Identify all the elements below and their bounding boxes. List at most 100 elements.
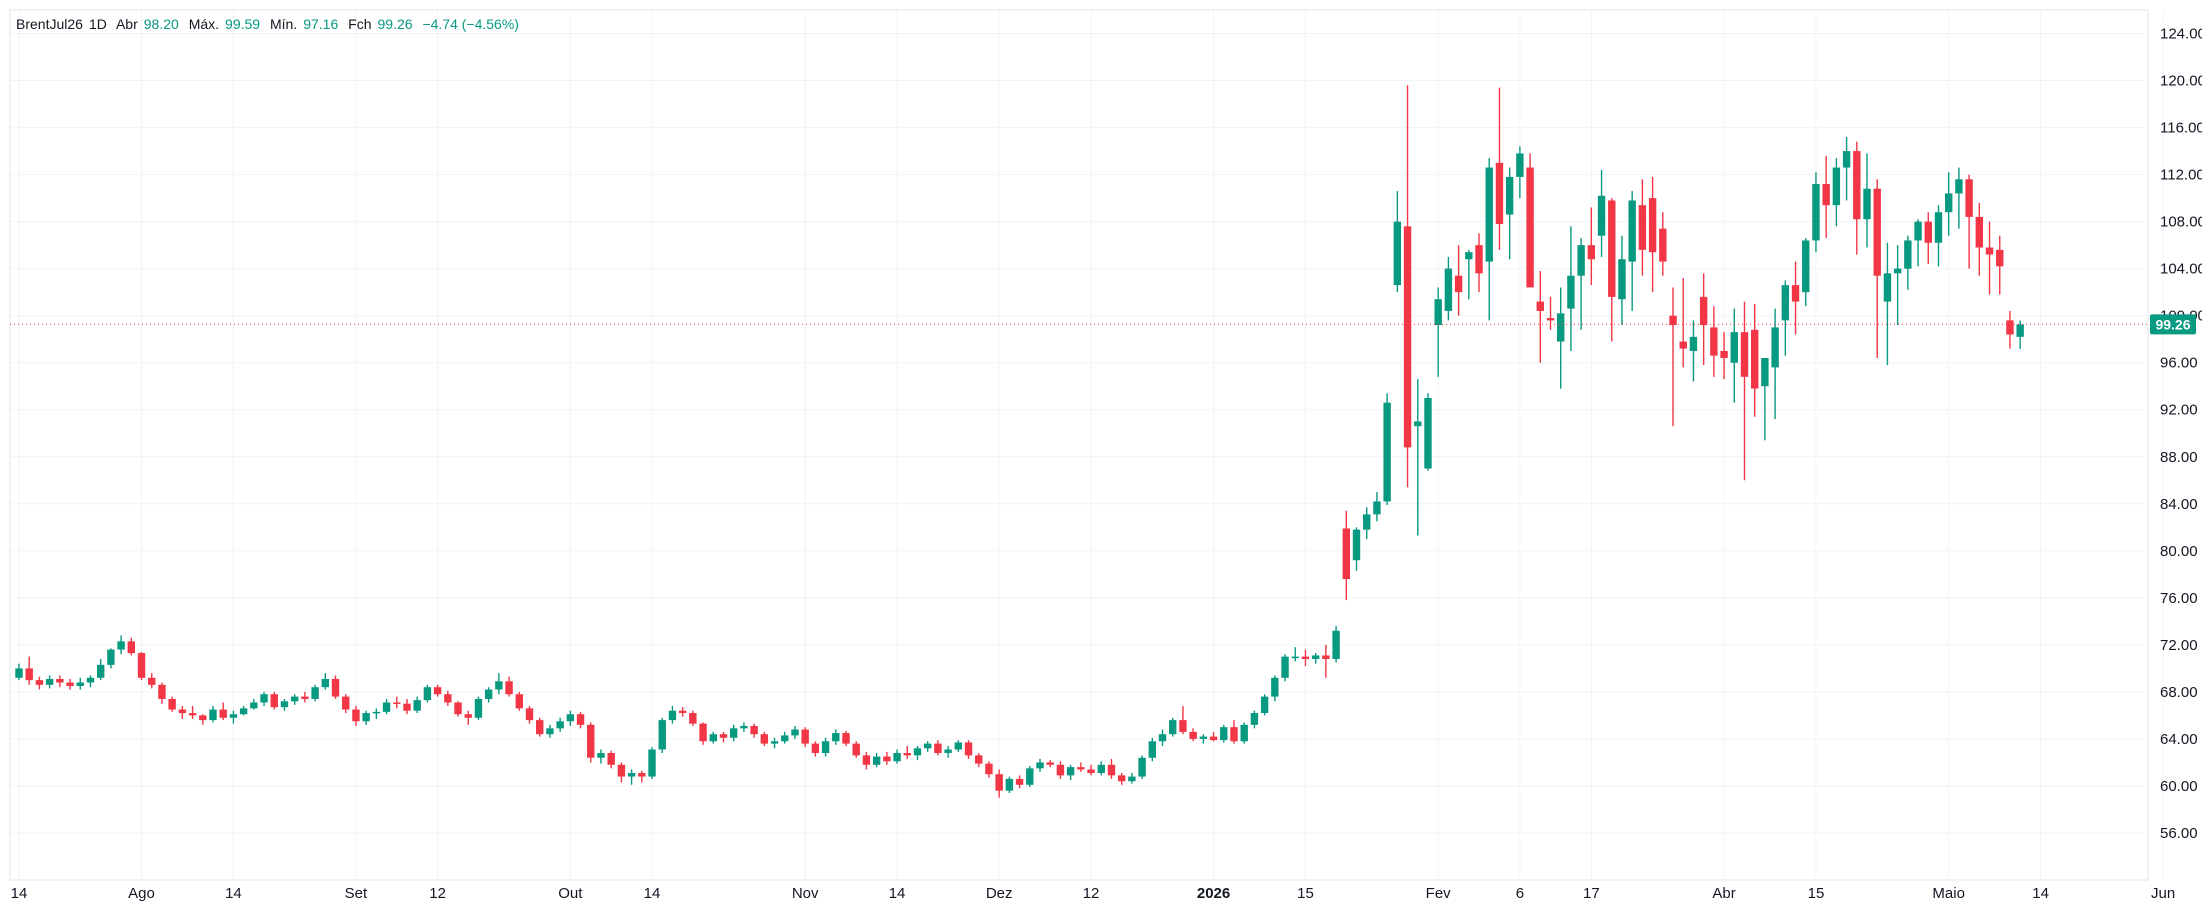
candle-body — [1230, 727, 1238, 742]
candle-body — [1332, 630, 1340, 659]
candle-body — [331, 678, 340, 697]
candle-body — [382, 702, 391, 712]
candle-body — [413, 700, 421, 711]
y-tick-label: 68.00 — [2160, 684, 2198, 701]
candle-body — [1260, 696, 1269, 714]
x-tick-label: 15 — [1297, 885, 1314, 902]
candle-body — [1730, 332, 1738, 363]
candle-body — [811, 743, 820, 754]
candle-body — [566, 714, 575, 722]
candle-body — [464, 714, 472, 718]
candle-body — [1536, 301, 1544, 311]
candle-body — [1434, 299, 1442, 326]
x-tick-label: Set — [345, 885, 368, 902]
legend-interval[interactable]: 1D — [88, 16, 107, 32]
legend-close: 99.26 — [377, 16, 413, 32]
candle-body — [280, 701, 289, 708]
candle-body — [1802, 240, 1810, 293]
x-axis[interactable]: 14 Ago 14 Set 12 Out 14 Nov 14 Dez 12 2026 15 Fev 6 17 A… — [11, 885, 2176, 902]
x-tick-label: Abr — [1712, 885, 1735, 902]
candle-body — [1965, 179, 1973, 217]
candle-body — [1710, 327, 1718, 356]
candle-body — [975, 755, 983, 764]
candle-body — [1220, 727, 1228, 741]
x-tick-label: 15 — [1808, 885, 1825, 902]
candle-body — [1587, 245, 1596, 260]
x-tick-label: Nov — [792, 885, 819, 902]
candle-body — [1985, 247, 1994, 255]
candle-body — [1720, 350, 1728, 358]
candle-body — [821, 741, 830, 754]
candle-body — [1863, 188, 1871, 220]
candle-body — [301, 696, 309, 699]
candle-body — [362, 713, 370, 722]
plot-frame — [9, 9, 2149, 881]
candle-body — [709, 734, 717, 742]
y-tick-label: 72.00 — [2160, 637, 2198, 654]
x-tick-label: 17 — [1583, 885, 1600, 902]
candle-body — [781, 735, 789, 742]
x-tick-label: 14 — [2032, 885, 2049, 902]
y-tick-label: 108.00 — [2160, 214, 2202, 231]
candle-body — [15, 668, 23, 678]
legend-symbol[interactable]: BrentJul26 — [16, 16, 83, 32]
legend-high: 99.59 — [225, 16, 261, 32]
candle-body — [1148, 741, 1157, 758]
candle-body — [1097, 764, 1105, 774]
candle-body — [801, 729, 809, 744]
candle-body — [791, 729, 799, 736]
candle-body — [1485, 167, 1493, 262]
candle-body — [1638, 205, 1647, 250]
candle-body — [1924, 221, 1932, 243]
candle-body — [1403, 226, 1412, 448]
candle-body — [1812, 184, 1820, 241]
candle-body — [1516, 153, 1524, 177]
candle-body — [444, 694, 452, 703]
candle-body — [597, 753, 605, 758]
legend-low: 97.16 — [303, 16, 339, 32]
candle-body — [495, 681, 503, 690]
y-tick-label: 84.00 — [2160, 496, 2198, 513]
candle-body — [1893, 268, 1902, 274]
candle-body — [188, 713, 197, 716]
legend-low-label: Mín. — [269, 16, 298, 32]
candle-body — [209, 709, 217, 721]
candle-body — [1352, 529, 1361, 561]
candle-body — [944, 749, 952, 754]
candle-body — [719, 734, 728, 738]
candle-body — [1526, 167, 1534, 288]
candle-body — [25, 668, 33, 681]
candle-body — [219, 709, 227, 718]
legend-close-label: Fch — [348, 16, 372, 32]
candle-body — [290, 696, 299, 702]
candle-body — [107, 649, 115, 665]
candle-body — [2006, 320, 2014, 335]
x-tick-label: Maio — [1932, 885, 1965, 902]
candle-body — [229, 714, 238, 718]
candle-body — [556, 721, 564, 729]
candle-body — [1679, 341, 1687, 349]
candle-body — [86, 677, 95, 683]
candle-body — [1363, 514, 1371, 530]
candle-body — [1975, 216, 1984, 248]
candle-body — [1291, 656, 1299, 659]
candle-body — [1189, 731, 1197, 739]
candle-body — [1281, 656, 1289, 678]
y-tick-label: 64.00 — [2160, 731, 2198, 748]
candle-body — [964, 742, 973, 756]
candle-body — [1393, 221, 1402, 286]
candle-body — [158, 684, 166, 699]
candle-body — [740, 725, 748, 729]
y-tick-label: 116.00 — [2160, 120, 2202, 137]
legend-open: 98.20 — [143, 16, 179, 32]
candle-body — [45, 678, 54, 685]
y-tick-label: 80.00 — [2160, 543, 2198, 560]
y-axis[interactable]: 56.00 60.00 64.00 68.00 72.00 76.00 80.00 84.00… — [2150, 26, 2202, 842]
y-tick-label: 124.00 — [2160, 26, 2202, 43]
candle-body — [903, 753, 911, 756]
candle-body — [342, 696, 350, 710]
candle-body — [852, 743, 860, 756]
candle-body — [1475, 245, 1483, 274]
candle-body — [546, 728, 554, 735]
